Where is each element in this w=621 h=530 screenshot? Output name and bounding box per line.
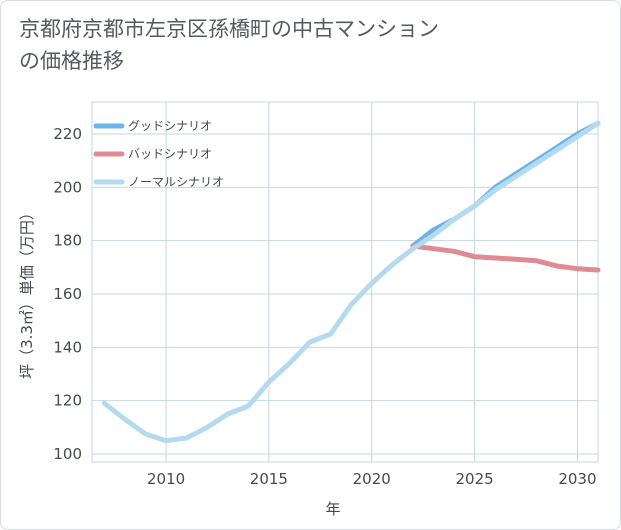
x-tick-label-2020: 2020: [353, 470, 391, 488]
y-tick-label-140: 140: [53, 338, 82, 356]
legend-label-bad[interactable]: バッドシナリオ: [128, 147, 212, 161]
x-tick-label-2010: 2010: [147, 470, 185, 488]
series-line-bad: [410, 243, 601, 273]
x-axis-label: 年: [325, 500, 340, 518]
y-tick-label-180: 180: [53, 232, 82, 250]
y-axis-label: 坪（3.3㎡）単価（万円）: [18, 205, 36, 379]
y-tick-label-200: 200: [53, 178, 82, 196]
x-tick-label-2015: 2015: [250, 470, 288, 488]
legend-label-good[interactable]: グッドシナリオ: [128, 119, 212, 133]
y-tick-label-100: 100: [53, 445, 82, 463]
chart-title: 京都府京都市左京区孫橋町の中古マンションの価格推移: [19, 17, 439, 73]
y-tick-label-120: 120: [53, 392, 82, 410]
legend-label-normal[interactable]: ノーマルシナリオ: [128, 175, 224, 189]
plot-area-frame: [91, 101, 599, 463]
x-tick-label-2030: 2030: [558, 470, 596, 488]
x-tick-label-2025: 2025: [455, 470, 493, 488]
series-line-normal: [101, 120, 601, 444]
y-tick-label-220: 220: [53, 125, 82, 143]
y-tick-label-160: 160: [53, 285, 82, 303]
